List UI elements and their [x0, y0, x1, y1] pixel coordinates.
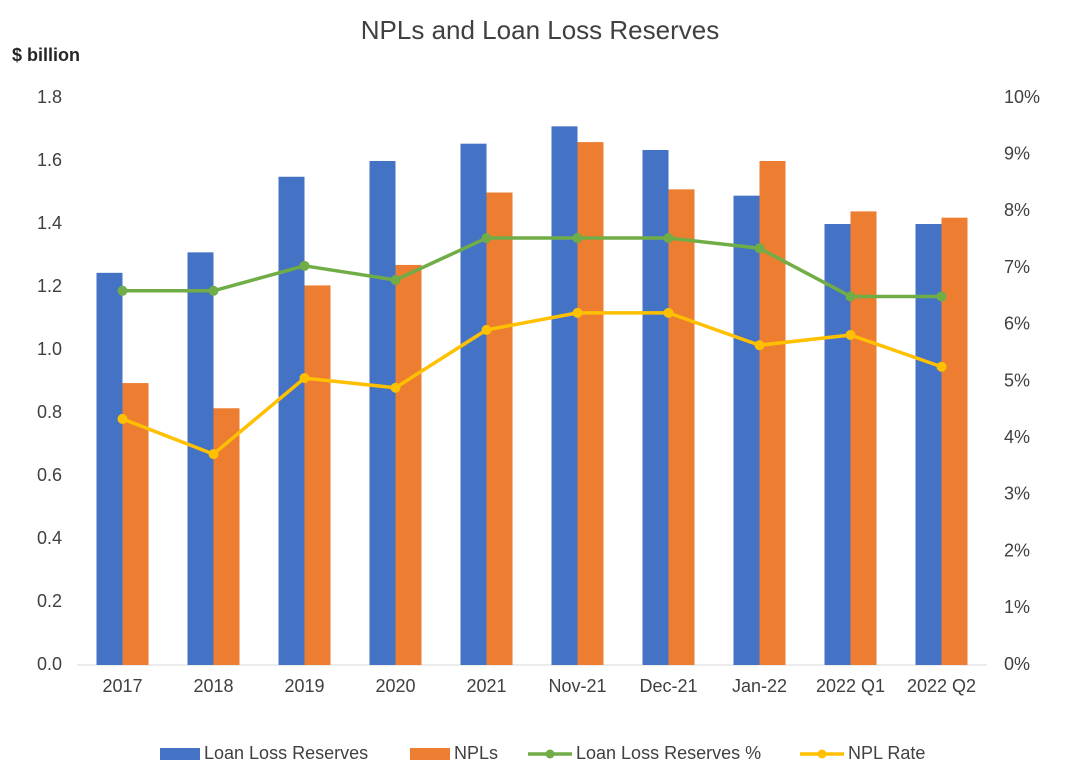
line-marker — [754, 340, 765, 351]
bar — [941, 217, 968, 665]
bar — [213, 408, 240, 665]
x-tick-label: 2020 — [375, 676, 415, 696]
y-tick-label: 1.6 — [37, 150, 62, 170]
bar — [642, 149, 669, 666]
y-axis-label: $ billion — [12, 45, 80, 65]
line-marker — [390, 275, 401, 286]
line-marker — [754, 243, 765, 254]
x-tick-label: 2018 — [193, 676, 233, 696]
legend-swatch — [410, 748, 450, 760]
bar — [395, 264, 422, 665]
x-tick-label: 2021 — [466, 676, 506, 696]
chart-title: NPLs and Loan Loss Reserves — [361, 15, 719, 45]
bar — [577, 142, 604, 666]
x-tick-label: Dec-21 — [639, 676, 697, 696]
bar — [187, 252, 214, 665]
bar — [304, 285, 331, 665]
bar — [278, 176, 305, 665]
line-marker — [663, 307, 674, 318]
y2-tick-label: 5% — [1004, 370, 1030, 390]
legend-label: Loan Loss Reserves % — [576, 743, 761, 763]
bar — [759, 161, 786, 665]
line-marker — [117, 285, 128, 296]
line-marker — [299, 373, 310, 384]
bar — [915, 224, 942, 665]
y2-tick-label: 9% — [1004, 143, 1030, 163]
y-tick-label: 0.2 — [37, 591, 62, 611]
bar — [733, 195, 760, 665]
y2-tick-label: 6% — [1004, 314, 1030, 334]
x-tick-label: Nov-21 — [548, 676, 606, 696]
line — [122, 236, 942, 299]
line-marker — [845, 330, 856, 341]
line-marker — [208, 285, 219, 296]
line-marker — [208, 449, 219, 460]
x-tick-label: 2022 Q2 — [907, 676, 976, 696]
line-marker — [481, 324, 492, 335]
line-marker — [663, 233, 674, 244]
bar — [668, 189, 695, 665]
legend-label: NPLs — [454, 743, 498, 763]
bar — [551, 126, 578, 666]
line-marker — [299, 260, 310, 271]
line-marker — [572, 307, 583, 318]
line-marker — [845, 291, 856, 302]
y2-tick-label: 7% — [1004, 257, 1030, 277]
line-marker — [117, 413, 128, 424]
y-tick-label: 0.4 — [37, 528, 62, 548]
bar — [850, 211, 877, 665]
line-marker — [481, 233, 492, 244]
line-marker — [390, 382, 401, 393]
y-tick-label: 0.8 — [37, 402, 62, 422]
y2-tick-label: 2% — [1004, 540, 1030, 560]
bar — [486, 192, 513, 665]
bar — [96, 272, 123, 665]
y-tick-label: 1.0 — [37, 339, 62, 359]
x-tick-label: 2019 — [284, 676, 324, 696]
legend-swatch — [160, 748, 200, 760]
y-tick-label: 1.2 — [37, 276, 62, 296]
legend-label: NPL Rate — [848, 743, 925, 763]
y-tick-label: 1.4 — [37, 213, 62, 233]
line-marker — [572, 233, 583, 244]
x-tick-label: 2017 — [102, 676, 142, 696]
y2-tick-label: 3% — [1004, 484, 1030, 504]
y2-tick-label: 0% — [1004, 654, 1030, 674]
y2-tick-label: 1% — [1004, 597, 1030, 617]
line — [121, 311, 943, 456]
legend-label: Loan Loss Reserves — [204, 743, 368, 763]
line-marker — [936, 291, 947, 302]
y-tick-label: 0.6 — [37, 465, 62, 485]
y-tick-label: 1.8 — [37, 87, 62, 107]
x-tick-label: 2022 Q1 — [816, 676, 885, 696]
legend-marker — [817, 749, 827, 759]
line-marker — [936, 361, 947, 372]
bar — [369, 161, 396, 665]
bar — [460, 143, 487, 666]
x-tick-label: Jan-22 — [732, 676, 787, 696]
y2-tick-label: 8% — [1004, 200, 1030, 220]
y2-tick-label: 4% — [1004, 427, 1030, 447]
bar — [122, 383, 149, 665]
legend-marker — [545, 749, 555, 759]
y2-tick-label: 10% — [1004, 87, 1040, 107]
y-tick-label: 0.0 — [37, 654, 62, 674]
